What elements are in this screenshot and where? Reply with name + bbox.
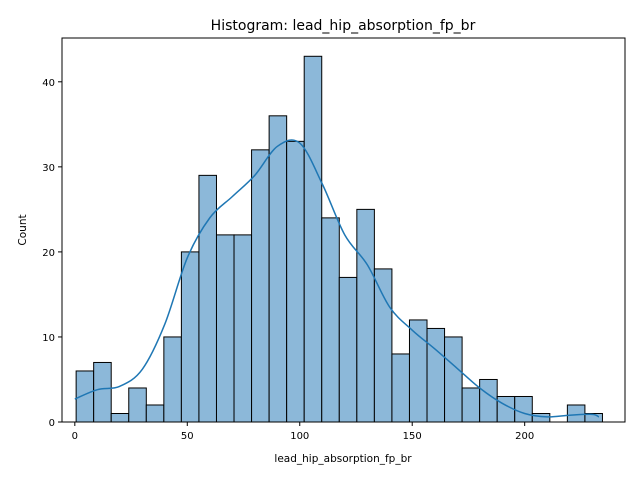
histogram-bar	[128, 387, 147, 423]
histogram-bar	[531, 413, 551, 423]
y-tick-label: 30	[42, 163, 55, 174]
histogram-bar	[514, 395, 533, 423]
histogram-bar	[426, 327, 446, 423]
y-tick-label: 20	[42, 248, 55, 259]
histogram-bar	[93, 361, 112, 423]
histogram-bar	[444, 336, 463, 423]
y-tick-label: 40	[42, 78, 55, 89]
histogram-bar	[233, 234, 253, 423]
histogram-bar	[163, 336, 182, 423]
histogram-bars	[75, 55, 603, 423]
histogram-bar	[566, 404, 586, 423]
histogram-bar	[303, 55, 323, 423]
histogram-bar	[286, 140, 305, 423]
histogram-bar	[391, 353, 410, 423]
x-axis-label: lead_hip_absorption_fp_br	[274, 453, 412, 465]
kde-curve-layer	[74, 139, 600, 418]
x-tick-label: 200	[515, 431, 534, 442]
histogram-bar	[268, 115, 288, 423]
plot-area-frame	[61, 37, 626, 423]
histogram-bar	[461, 387, 481, 423]
histogram-bar	[338, 276, 358, 423]
y-axis-label: Count	[17, 214, 29, 245]
x-tick-label: 50	[181, 431, 194, 442]
y-axis-ticks: 0 10 20 30 40	[42, 78, 62, 429]
histogram-bar	[251, 149, 270, 423]
x-axis-ticks: 0 50 100 150 200	[72, 422, 534, 442]
y-tick-label: 0	[49, 418, 55, 429]
histogram-bar	[321, 217, 340, 423]
x-tick-label: 100	[290, 431, 309, 442]
histogram-bar	[145, 404, 165, 423]
histogram-bar	[215, 234, 235, 423]
histogram-bar	[110, 413, 130, 423]
x-tick-label: 0	[72, 431, 78, 442]
chart-title: Histogram: lead_hip_absorption_fp_br	[211, 18, 476, 34]
histogram-bar	[180, 251, 200, 423]
histogram-bar	[373, 268, 393, 423]
histogram-bar	[356, 208, 375, 423]
x-tick-label: 150	[403, 431, 422, 442]
histogram-bar	[479, 378, 498, 423]
y-tick-label: 10	[42, 333, 55, 344]
kde-curve	[74, 139, 600, 418]
